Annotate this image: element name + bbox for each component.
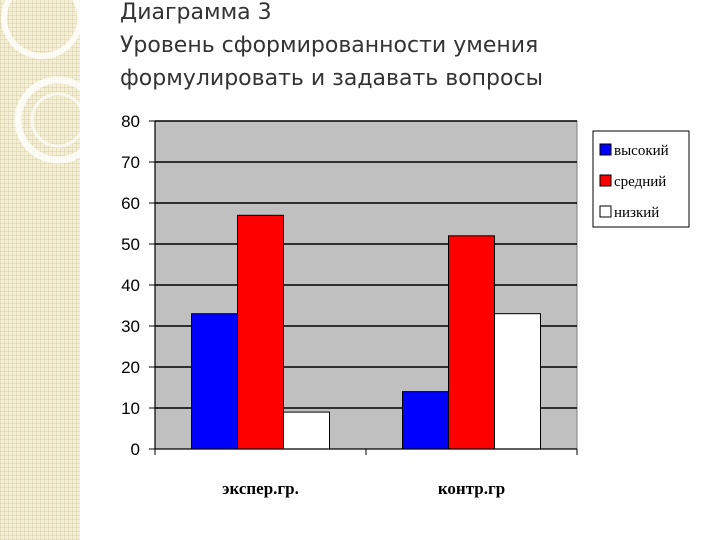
y-tick-label: 80: [121, 112, 140, 131]
y-tick-label: 10: [121, 399, 140, 418]
legend-label-низкий: низкий: [614, 205, 659, 221]
page-title: Диаграмма 3 Уровень сформированности уме…: [120, 0, 543, 95]
legend-swatch-низкий: [599, 205, 612, 218]
y-tick-label: 30: [121, 317, 140, 336]
category-label: контр.гр: [438, 479, 505, 498]
y-tick-label: 0: [131, 440, 140, 459]
y-tick-label: 60: [121, 194, 140, 213]
bar-высокий-контр.гр: [402, 391, 449, 450]
title-line-1: Диаграмма 3: [120, 0, 272, 25]
bar-низкий-экспер.гр.: [283, 411, 330, 450]
bar-низкий-контр.гр: [494, 313, 541, 450]
y-tick-label: 40: [121, 276, 140, 295]
bar-средний-контр.гр: [448, 235, 495, 450]
legend-swatch-средний: [599, 174, 612, 187]
legend-label-средний: средний: [614, 174, 666, 190]
legend-label-высокий: высокий: [614, 143, 669, 159]
category-label: экспер.гр.: [222, 479, 299, 498]
legend-swatch-высокий: [599, 143, 612, 156]
decorative-circles: [1, 0, 80, 164]
y-tick-label: 50: [121, 235, 140, 254]
bar-средний-экспер.гр.: [237, 214, 284, 450]
y-tick-label: 20: [121, 358, 140, 377]
bar-высокий-экспер.гр.: [191, 313, 238, 450]
title-line-2: Уровень сформированности умения: [120, 33, 539, 58]
title-line-3: формулировать и задавать вопросы: [120, 66, 543, 91]
y-tick-label: 70: [121, 153, 140, 172]
decorative-side-strip: [0, 0, 80, 540]
